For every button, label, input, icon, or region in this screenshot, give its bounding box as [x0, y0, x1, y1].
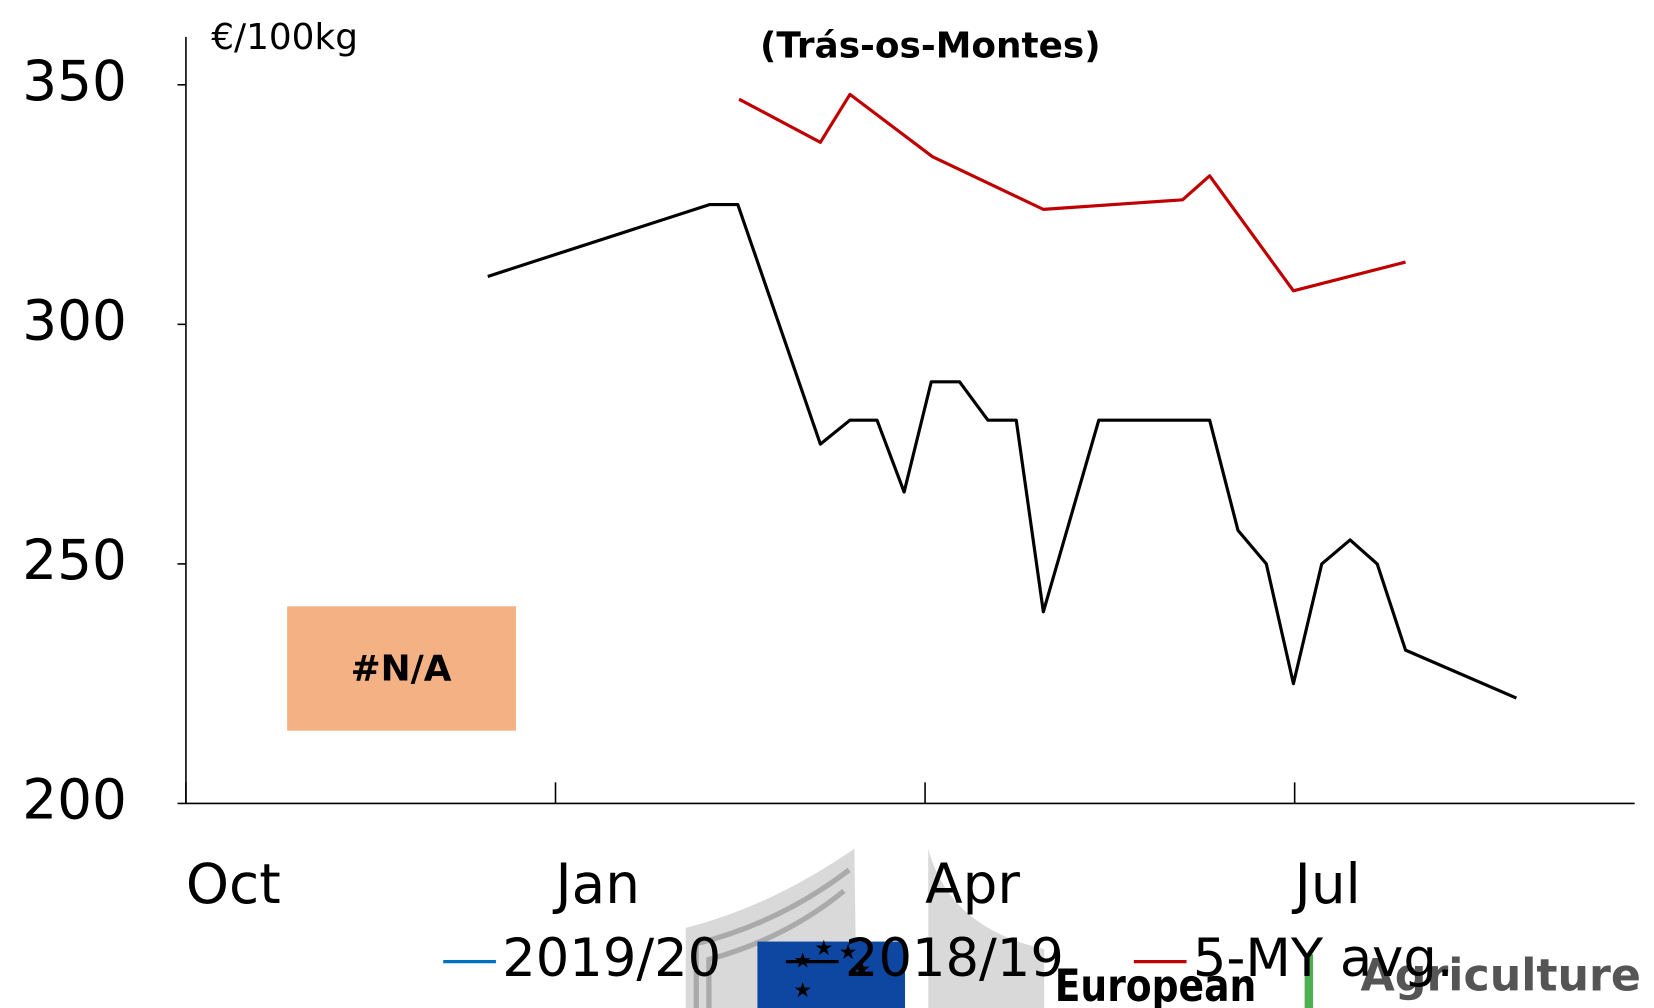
y-tick-label: 250 [22, 528, 127, 592]
svg-text:★: ★ [839, 939, 858, 964]
x-tick-label: Oct [186, 852, 281, 916]
svg-text:★: ★ [852, 956, 871, 981]
logo-lines [693, 867, 851, 1008]
annotation-box [287, 606, 516, 731]
legend-label: 2019/20 [502, 928, 721, 989]
svg-text:★: ★ [814, 935, 833, 960]
footer-logo: ★★★★★ European Agriculture a [685, 848, 1654, 1008]
chart-subtitle: (Trás-os-Montes) [760, 25, 1101, 66]
logo-bar [1304, 954, 1314, 1008]
logo-stripes [928, 848, 1045, 1008]
logo-text: European [1055, 960, 1257, 1008]
legend-label: 5-MY avg. [1193, 928, 1454, 989]
series-line [738, 92, 1406, 293]
svg-text:★: ★ [793, 977, 812, 1002]
series-line [487, 203, 1518, 700]
x-tick-label: Apr [925, 852, 1020, 916]
y-tick-label: 350 [22, 49, 127, 113]
legend-label: 2018/19 [845, 928, 1064, 989]
x-tick-label: Jul [1292, 852, 1361, 916]
annotation: #N/A [351, 649, 452, 690]
y-axis-label: €/100kg [211, 17, 358, 58]
y-tick-label: 200 [22, 768, 127, 832]
y-tick-label: 300 [22, 288, 127, 352]
eu-flag [757, 941, 906, 1008]
x-tick-label: Jan [553, 852, 640, 916]
eu-stars: ★★★★★ [793, 935, 871, 1002]
department-text: Agriculture a [1361, 950, 1654, 1001]
